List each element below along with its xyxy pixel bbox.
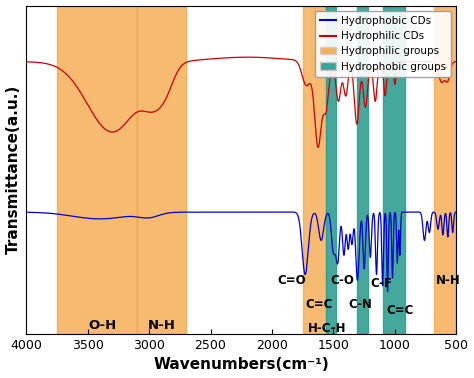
Text: N-H: N-H bbox=[436, 274, 460, 287]
Text: C-F: C-F bbox=[371, 277, 392, 290]
Text: C=O: C=O bbox=[277, 274, 306, 287]
Text: C-O: C-O bbox=[330, 274, 354, 287]
Bar bbox=[383, 6, 405, 334]
Bar bbox=[303, 6, 326, 334]
Bar bbox=[357, 6, 368, 334]
Bar bbox=[326, 6, 336, 334]
Text: N-H: N-H bbox=[147, 319, 175, 332]
Bar bbox=[57, 6, 137, 334]
X-axis label: Wavenumbers(cm⁻¹): Wavenumbers(cm⁻¹) bbox=[154, 358, 329, 372]
Text: C=C: C=C bbox=[305, 297, 332, 311]
Legend: Hydrophobic CDs, Hydrophilic CDs, Hydrophilic groups, Hydrophobic groups: Hydrophobic CDs, Hydrophilic CDs, Hydrop… bbox=[315, 11, 451, 77]
Bar bbox=[137, 6, 186, 334]
Text: H-C-H: H-C-H bbox=[308, 322, 346, 335]
Text: C=C: C=C bbox=[387, 304, 414, 317]
Text: C-N: C-N bbox=[348, 297, 372, 311]
Text: O-H: O-H bbox=[88, 319, 117, 332]
Bar bbox=[434, 6, 456, 334]
Y-axis label: Transmittance(a.u.): Transmittance(a.u.) bbox=[6, 85, 20, 254]
